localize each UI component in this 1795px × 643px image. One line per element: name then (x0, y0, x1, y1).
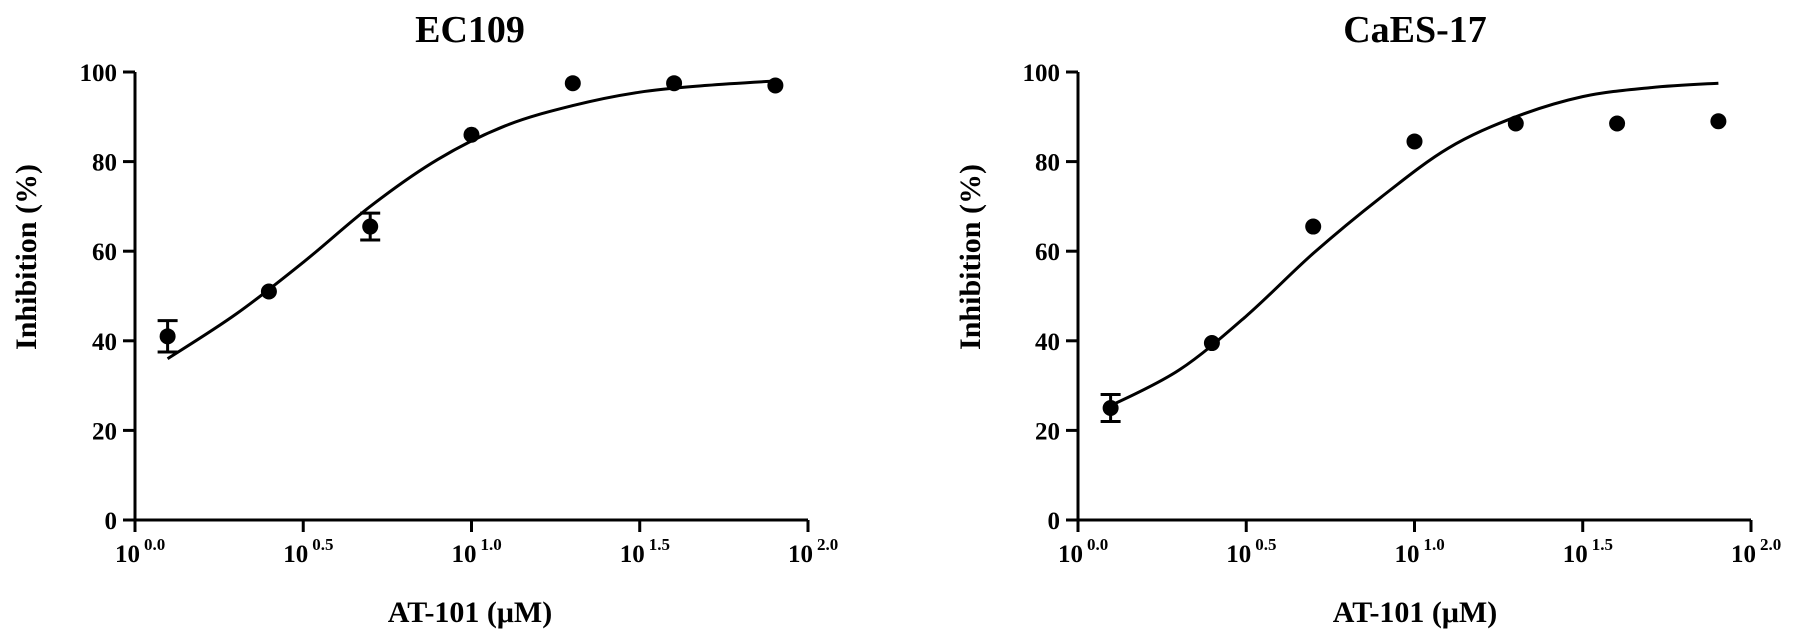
y-tick-label: 80 (92, 150, 117, 177)
data-point (1203, 335, 1220, 352)
y-tick-label: 60 (1035, 239, 1060, 266)
y-tick-label: 20 (92, 418, 117, 445)
y-tick-label: 100 (1023, 60, 1061, 87)
x-tick-label: 10 0.0 (1058, 535, 1108, 568)
x-axis-label: AT-101 (μM) (1333, 596, 1498, 629)
chart-panel-caes-17: CaES-17 Inhibition (%) AT-101 (μM) 0 20 40… (954, 9, 1781, 629)
data-point (1507, 115, 1524, 132)
data-point (767, 77, 784, 94)
y-tick-label: 100 (80, 60, 118, 87)
chart-title: CaES-17 (1343, 9, 1487, 51)
data-point (1102, 400, 1119, 416)
data-point (1406, 133, 1423, 150)
data-point (666, 75, 683, 92)
data-point (1305, 218, 1322, 235)
y-tick-label: 20 (1035, 418, 1060, 445)
x-tick-label: 10 1.0 (1395, 535, 1445, 568)
data-point (260, 283, 277, 300)
x-tick-label: 10 0.0 (115, 535, 165, 568)
x-tick-label: 10 1.5 (620, 535, 670, 568)
x-tick-label: 10 1.5 (1563, 535, 1613, 568)
y-axis-label: Inhibition (%) (954, 164, 987, 350)
data-point (463, 126, 480, 143)
y-tick-label: 0 (1048, 508, 1061, 535)
y-tick-label: 80 (1035, 150, 1060, 177)
y-tick-label: 60 (92, 239, 117, 266)
y-tick-label: 40 (92, 329, 117, 356)
x-axis-label: AT-101 (μM) (388, 596, 553, 629)
x-tick-label: 10 2.0 (1731, 535, 1781, 568)
y-axis-label: Inhibition (%) (10, 164, 43, 350)
data-point (159, 328, 176, 345)
data-point (362, 218, 379, 235)
data-point (1710, 113, 1727, 130)
y-tick-label: 40 (1035, 329, 1060, 356)
x-tick-label: 10 1.0 (452, 535, 502, 568)
x-tick-label: 10 0.5 (1226, 535, 1276, 568)
fit-curve (166, 79, 776, 360)
x-tick-label: 10 2.0 (788, 535, 838, 568)
chart-panel-ec109: EC109 Inhibition (%) AT-101 (μM) 0 20 40 60… (10, 9, 838, 629)
y-tick-label: 0 (105, 508, 118, 535)
data-point (564, 75, 581, 92)
chart-title: EC109 (415, 9, 525, 51)
x-tick-label: 10 0.5 (283, 535, 333, 568)
fit-curve (1109, 81, 1719, 408)
data-point (1609, 115, 1626, 132)
